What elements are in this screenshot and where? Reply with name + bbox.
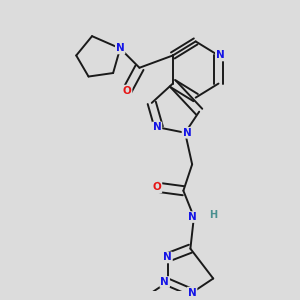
Text: O: O bbox=[153, 182, 161, 192]
Text: N: N bbox=[216, 50, 225, 61]
Text: N: N bbox=[160, 277, 169, 287]
Text: H: H bbox=[209, 210, 217, 220]
Text: N: N bbox=[153, 122, 161, 133]
Text: N: N bbox=[163, 252, 172, 262]
Text: O: O bbox=[123, 85, 131, 96]
Text: N: N bbox=[188, 288, 197, 298]
Text: N: N bbox=[182, 128, 191, 138]
Text: N: N bbox=[188, 212, 197, 222]
Text: N: N bbox=[116, 44, 124, 53]
